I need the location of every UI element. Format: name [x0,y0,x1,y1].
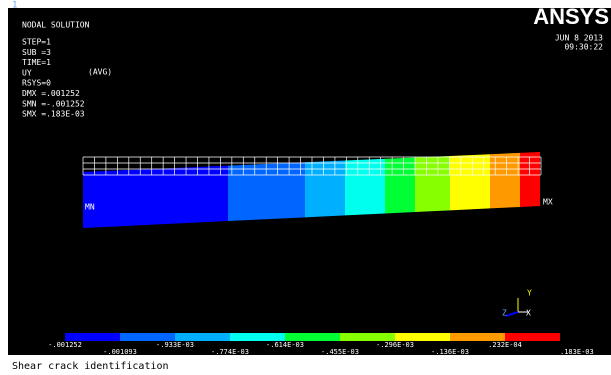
ansys-window: 1 NODAL SOLUTION (AVG) ANSYS JUN 8 2013 … [0,0,611,375]
legend-label: .232E-04 [488,341,522,349]
info-line: DMX =.001252 [22,89,80,98]
avg-label: (AVG) [88,68,112,77]
logo: ANSYS [533,4,609,29]
legend-swatch [285,333,340,341]
contour-band [490,153,520,209]
legend-label: -.136E-03 [431,348,469,356]
min-label: MN [85,203,95,212]
info-line: SMX =.183E-03 [22,110,85,119]
legend-label: -.001252 [48,341,82,349]
plot-title: NODAL SOLUTION [22,21,90,30]
contour-band [385,157,415,213]
window-number: 1 [12,1,17,11]
legend-label: -.614E-03 [266,341,304,349]
date: JUN 8 2013 [555,34,603,43]
triad-y: Y [527,289,532,298]
triad-z: Z [502,309,507,318]
legend-label: .183E-03 [560,348,594,356]
time: 09:30:22 [564,43,603,52]
info-line: SMN =-.001252 [22,99,85,108]
max-label: MX [543,198,553,207]
contour-band [415,156,450,212]
legend-swatch [340,333,395,341]
legend-swatch [395,333,450,341]
legend-swatch [65,333,120,341]
legend-swatch [230,333,285,341]
info-line: UY [22,68,32,77]
legend-swatch [450,333,505,341]
contour-band [520,152,540,207]
info-line: RSYS=0 [22,79,51,88]
legend-label: -.455E-03 [321,348,359,356]
info-line: SUB =3 [22,48,51,57]
legend-swatch [120,333,175,341]
legend-swatch [505,333,560,341]
status-text: Shear crack identification [12,361,169,372]
legend-label: -.001093 [103,348,137,356]
triad-x: X [526,309,531,318]
legend-label: -.296E-03 [376,341,414,349]
info-line: STEP=1 [22,38,51,47]
legend-label: -.774E-03 [211,348,249,356]
legend-swatch [175,333,230,341]
legend-label: -.933E-03 [156,341,194,349]
contour-band [345,159,385,216]
info-line: TIME=1 [22,58,51,67]
